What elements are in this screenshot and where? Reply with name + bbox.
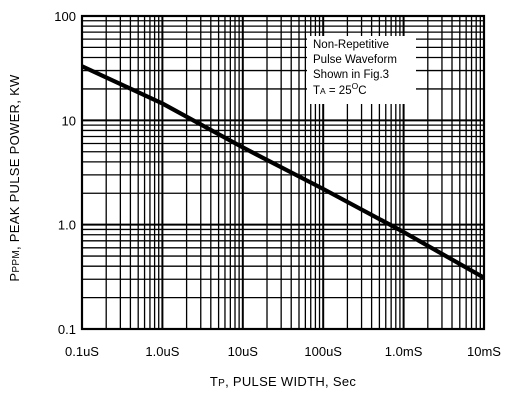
y-tick-label: 0.1	[58, 322, 76, 337]
x-axis-label: TP, PULSE WIDTH, Sec	[210, 374, 357, 389]
plot-border	[80, 14, 486, 331]
x-tick-label: 100uS	[304, 344, 342, 359]
x-tick-labels: 0.1uS 1.0uS 10uS 100uS 1.0mS 10mS	[65, 344, 501, 359]
note-line-1: Non-Repetitive	[313, 39, 389, 51]
y-tick-label: 10	[62, 113, 76, 128]
x-tick-label: 10uS	[228, 344, 259, 359]
x-tick-label: 10mS	[467, 344, 501, 359]
x-tick-label: 1.0uS	[145, 344, 179, 359]
y-tick-labels: 0.1 1.0 10 100	[54, 9, 76, 337]
note-temperature: TA = 25OC	[313, 81, 367, 97]
x-tick-label: 0.1uS	[65, 344, 99, 359]
waveform-note: Non-Repetitive Pulse Waveform Shown in F…	[307, 36, 416, 104]
y-tick-label: 1.0	[58, 218, 76, 233]
note-line-3: Shown in Fig.3	[313, 69, 389, 81]
note-box	[307, 36, 416, 104]
note-line-2: Pulse Waveform	[313, 54, 397, 66]
x-tick-label: 1.0mS	[385, 344, 423, 359]
minor-gridlines	[82, 16, 484, 329]
y-axis-label: PPPM, PEAK PULSE POWER, KW	[7, 74, 22, 282]
series-line	[81, 64, 486, 280]
y-tick-label: 100	[54, 9, 76, 24]
